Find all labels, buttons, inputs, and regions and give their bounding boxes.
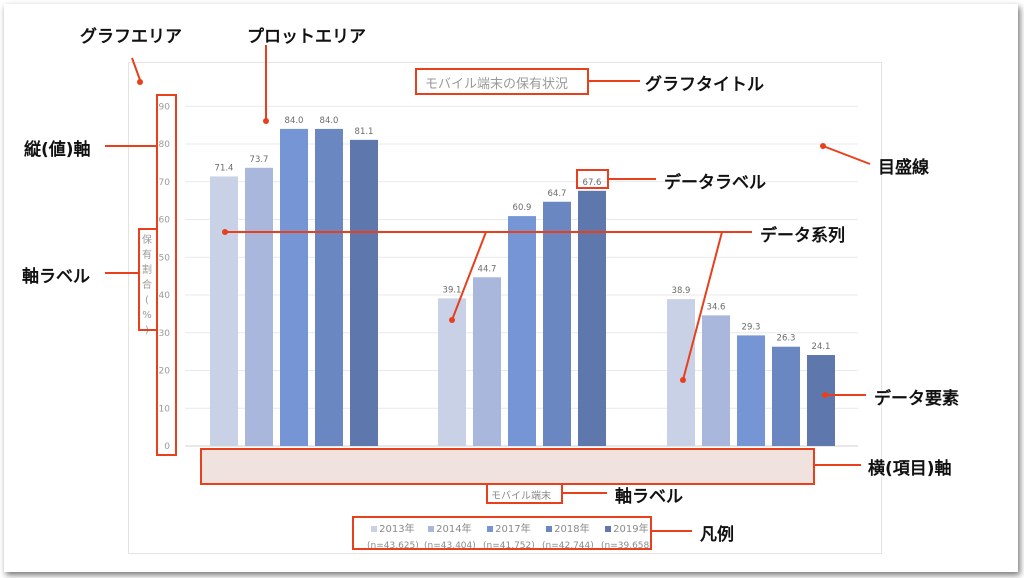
legend-item: 2014年 (n=43,404) <box>424 520 476 551</box>
data-label: 38.9 <box>672 286 691 296</box>
y-tick-label: 40 <box>159 291 171 301</box>
data-label: 60.9 <box>513 203 532 213</box>
x-axis-label-box <box>486 483 563 504</box>
plot-area-marker <box>263 118 269 124</box>
legend-item: 2013年 (n=43,625) <box>367 520 419 551</box>
bar <box>245 167 273 446</box>
data-label: 67.6 <box>583 178 602 188</box>
y-axis-label-char: 有 <box>142 250 152 261</box>
bar <box>737 335 765 446</box>
y-tick-label: 10 <box>159 404 171 414</box>
bar <box>508 216 536 446</box>
y-tick-label: 20 <box>159 367 171 377</box>
data-series-marker-1 <box>222 229 228 235</box>
legend-sample-size: (n=43,404) <box>424 541 476 551</box>
bar <box>210 176 238 446</box>
legend-swatch <box>546 526 553 532</box>
legend-sample-size: (n=42,744) <box>542 541 594 551</box>
y-tick-label: 90 <box>159 102 171 112</box>
chart-title-box <box>415 68 589 95</box>
legend-label: 2019年 <box>613 524 649 535</box>
annotation-chart-title: グラフタイトル <box>645 75 764 95</box>
data-label: 39.1 <box>443 285 462 295</box>
legend-label: 2017年 <box>495 524 531 535</box>
annotation-vertical-axis: 縦(値)軸 <box>24 140 91 160</box>
legend-sample-size: (n=39,658) <box>601 541 653 551</box>
bar <box>578 190 606 446</box>
data-label: 64.7 <box>548 189 567 199</box>
data-label: 24.1 <box>812 342 831 352</box>
legend-swatch <box>605 526 612 532</box>
annotation-graph-area: グラフエリア <box>80 27 182 47</box>
data-series-marker-2 <box>449 317 455 323</box>
legend-item: 2017年 (n=41,752) <box>483 520 535 551</box>
y-axis-label-char: 保 <box>142 235 152 246</box>
x-axis-label: モバイル端末 <box>491 491 551 502</box>
annotation-data-series: データ系列 <box>760 226 845 246</box>
y-tick-label: 30 <box>159 329 171 339</box>
legend-label: 2018年 <box>554 524 590 535</box>
y-tick-label: 60 <box>159 216 171 226</box>
y-axis-label-char: ( <box>145 295 149 306</box>
bar <box>702 315 730 446</box>
legend-label: 2013年 <box>379 524 415 535</box>
data-label: 81.1 <box>355 127 374 137</box>
bar <box>350 139 378 446</box>
data-label: 34.6 <box>707 302 726 312</box>
annotation-axis-label-y: 軸ラベル <box>22 267 90 287</box>
data-label: 71.4 <box>215 163 234 173</box>
data-label: 29.3 <box>742 322 761 332</box>
legend-label: 2014年 <box>436 524 472 535</box>
y-axis-label-char: 合 <box>142 280 152 291</box>
annotation-data-element: データ要素 <box>874 389 959 409</box>
y-tick-label: 0 <box>164 442 170 452</box>
annotation-axis-label-x: 軸ラベル <box>615 487 683 507</box>
data-label: 44.7 <box>478 264 497 274</box>
graph-area-marker <box>137 79 143 85</box>
legend-sample-size: (n=41,752) <box>483 541 535 551</box>
y-tick-label: 70 <box>159 178 171 188</box>
bar <box>667 299 695 446</box>
legend-sample-size: (n=43,625) <box>367 541 419 551</box>
gridline-marker <box>820 143 826 149</box>
bar <box>772 346 800 446</box>
legend-item: 2019年 (n=39,658) <box>601 520 653 551</box>
bar <box>315 128 343 446</box>
legend-item: 2018年 (n=42,744) <box>542 520 594 551</box>
bar <box>473 277 501 446</box>
chart-title: モバイル端末の保有状況 <box>425 77 569 92</box>
legend-box <box>352 516 652 550</box>
data-element-marker <box>822 392 828 398</box>
y-tick-label: 80 <box>159 140 171 150</box>
bar <box>280 128 308 446</box>
annotation-gridlines: 目盛線 <box>878 158 929 178</box>
data-series-marker-3 <box>680 377 686 383</box>
data-label: 84.0 <box>320 116 339 126</box>
y-tick-label: 50 <box>159 253 171 263</box>
data-label: 26.3 <box>777 334 796 344</box>
y-axis-label-char: 割 <box>142 265 152 276</box>
legend-swatch <box>487 526 494 532</box>
bar <box>807 355 835 446</box>
bar <box>543 201 571 446</box>
data-label: 73.7 <box>250 155 269 165</box>
y-axis-label-char: % <box>142 310 152 321</box>
data-label-box <box>576 169 609 189</box>
legend-swatch <box>371 526 378 532</box>
annotation-data-label: データラベル <box>664 173 766 193</box>
annotation-horizontal-axis: 横(項目)軸 <box>868 459 952 479</box>
annotation-legend: 凡例 <box>700 525 734 545</box>
annotation-plot-area: プロットエリア <box>247 27 366 47</box>
data-label: 84.0 <box>285 116 304 126</box>
y-axis-label-box <box>138 228 158 331</box>
legend-swatch <box>428 526 435 532</box>
